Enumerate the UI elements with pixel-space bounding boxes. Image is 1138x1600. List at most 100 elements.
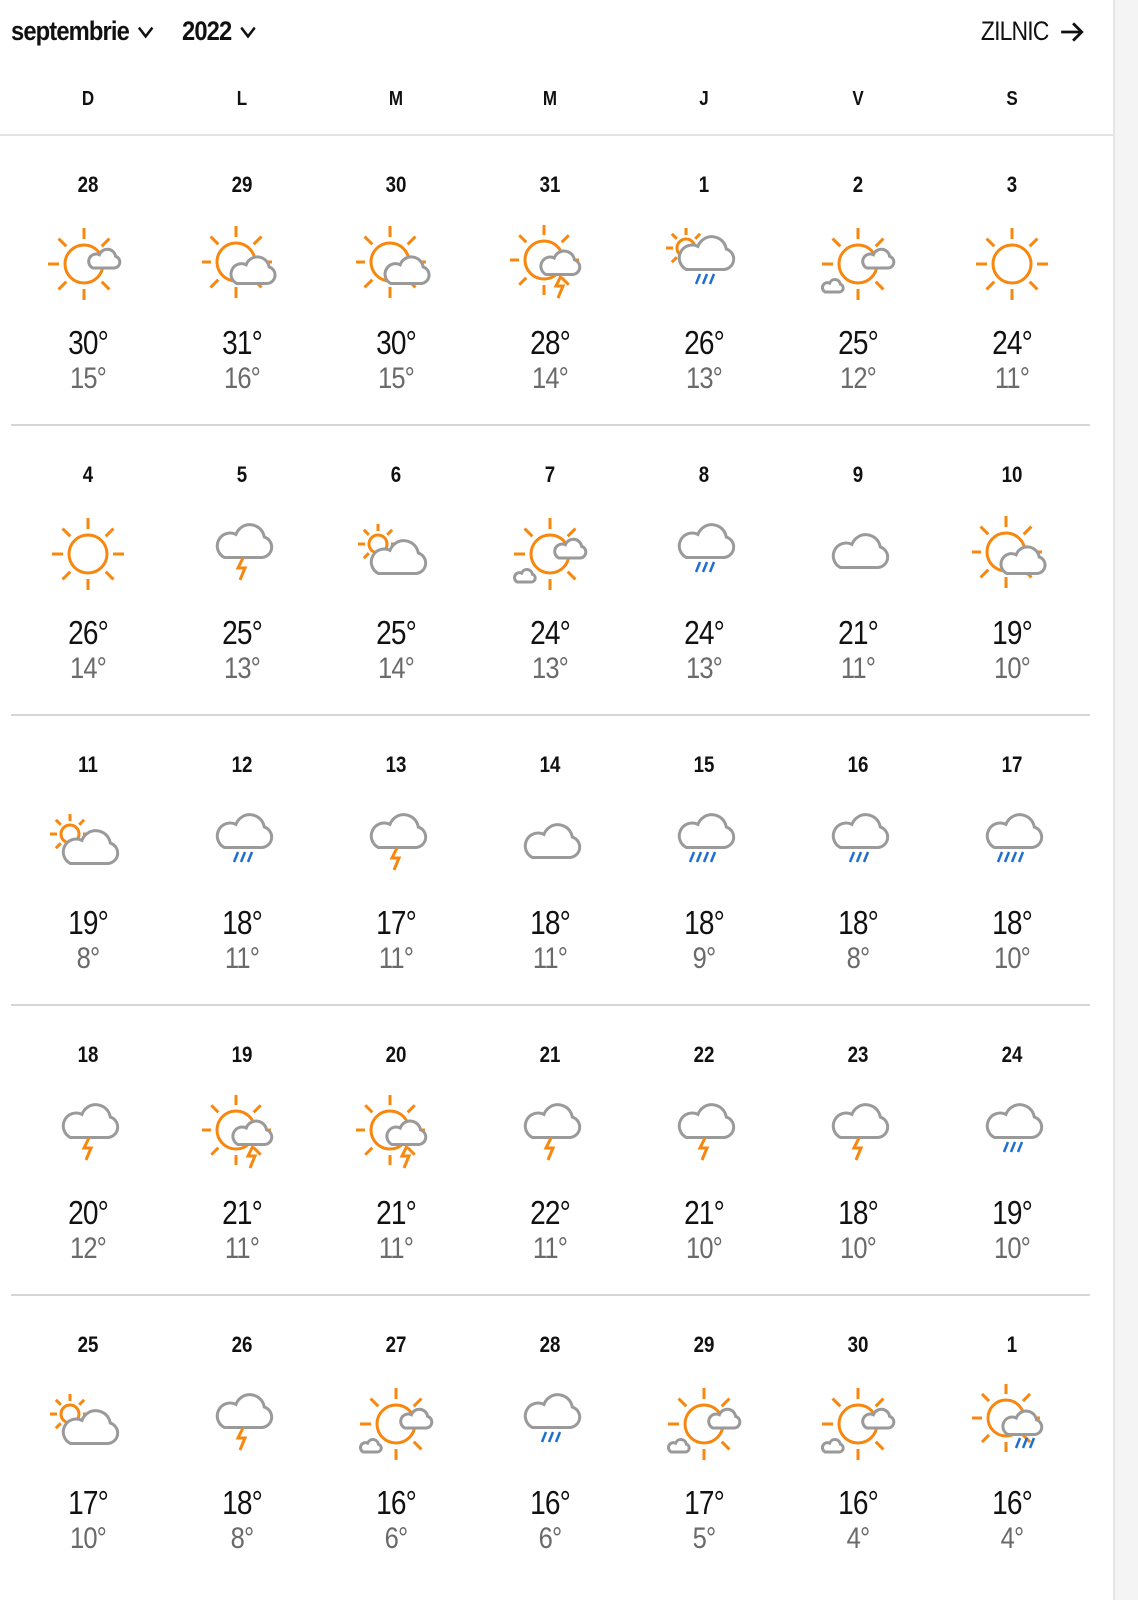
chevron-down-icon bbox=[138, 26, 154, 38]
day-cell[interactable]: 24 19° 10° bbox=[935, 1006, 1089, 1294]
weekday-label: S bbox=[1006, 88, 1018, 110]
day-cell[interactable]: 31 28° 14° bbox=[473, 136, 627, 424]
high-temp: 25° bbox=[376, 614, 417, 651]
panel-border bbox=[1113, 0, 1115, 1600]
day-cell[interactable]: 29 17° 5° bbox=[627, 1296, 781, 1584]
day-number: 2 bbox=[852, 172, 864, 197]
day-number: 1 bbox=[698, 172, 710, 197]
day-cell[interactable]: 23 18° 10° bbox=[781, 1006, 935, 1294]
high-temp: 25° bbox=[838, 324, 879, 361]
day-cell[interactable]: 1 26° 13° bbox=[627, 136, 781, 424]
cloud-thunder-icon bbox=[664, 1094, 744, 1174]
low-temp: 16° bbox=[223, 362, 261, 395]
day-number: 12 bbox=[231, 752, 253, 777]
daily-view-link[interactable]: ZILNIC bbox=[969, 16, 1085, 47]
high-temp: 18° bbox=[222, 904, 263, 941]
high-temp: 17° bbox=[684, 1484, 725, 1521]
day-cell[interactable]: 3 24° 11° bbox=[935, 136, 1089, 424]
day-number: 25 bbox=[77, 1332, 99, 1357]
day-cell[interactable]: 20 21° 11° bbox=[319, 1006, 473, 1294]
day-cell[interactable]: 18 20° 12° bbox=[11, 1006, 165, 1294]
sun-two-clouds-icon bbox=[818, 224, 898, 304]
day-cell[interactable]: 25 17° 10° bbox=[11, 1296, 165, 1584]
high-temp: 18° bbox=[838, 1194, 879, 1231]
day-cell[interactable]: 22 21° 10° bbox=[627, 1006, 781, 1294]
day-number: 8 bbox=[698, 462, 710, 487]
day-cell[interactable]: 7 24° 13° bbox=[473, 426, 627, 714]
low-temp: 13° bbox=[685, 362, 723, 395]
day-cell[interactable]: 16 18° 8° bbox=[781, 716, 935, 1004]
low-temp: 10° bbox=[993, 652, 1031, 685]
day-cell[interactable]: 15 18° 9° bbox=[627, 716, 781, 1004]
scrollbar[interactable] bbox=[1115, 0, 1138, 1600]
day-cell[interactable]: 29 31° 16° bbox=[165, 136, 319, 424]
low-temp: 14° bbox=[377, 652, 415, 685]
sun-cloud-thunder-icon bbox=[355, 1094, 436, 1174]
day-number: 22 bbox=[693, 1042, 715, 1067]
low-temp: 15° bbox=[377, 362, 415, 395]
day-cell[interactable]: 28 16° 6° bbox=[473, 1296, 627, 1584]
day-cell[interactable]: 17 18° 10° bbox=[935, 716, 1089, 1004]
year-label: 2022 bbox=[182, 16, 232, 46]
high-temp: 30° bbox=[68, 324, 109, 361]
year-select[interactable]: 2022 bbox=[182, 16, 258, 47]
day-cell[interactable]: 21 22° 11° bbox=[473, 1006, 627, 1294]
low-temp: 8° bbox=[230, 1522, 255, 1555]
low-temp: 6° bbox=[538, 1522, 563, 1555]
day-cell[interactable]: 12 18° 11° bbox=[165, 716, 319, 1004]
high-temp: 16° bbox=[376, 1484, 417, 1521]
sun-two-clouds-icon bbox=[818, 1384, 898, 1464]
high-temp: 20° bbox=[68, 1194, 109, 1231]
sun-small-cloud-icon bbox=[48, 224, 128, 304]
week-row: 11 19° 8° 12 18° 11° 13 17° 11° 14 18° 11° 1… bbox=[11, 716, 1090, 1006]
calendar-toolbar: septembrie 2022 ZILNIC bbox=[0, 0, 1113, 70]
cloud-rain-icon bbox=[818, 804, 898, 884]
sun-cloud-icon bbox=[970, 514, 1052, 594]
day-cell[interactable]: 14 18° 11° bbox=[473, 716, 627, 1004]
day-cell[interactable]: 8 24° 13° bbox=[627, 426, 781, 714]
cloud-sun-rain-icon bbox=[664, 224, 744, 304]
cloud-thunder-icon bbox=[202, 1384, 282, 1464]
day-cell[interactable]: 2 25° 12° bbox=[781, 136, 935, 424]
month-label: septembrie bbox=[11, 16, 130, 46]
day-cell[interactable]: 30 16° 4° bbox=[781, 1296, 935, 1584]
day-cell[interactable]: 5 25° 13° bbox=[165, 426, 319, 714]
header-divider bbox=[0, 134, 1113, 136]
low-temp: 11° bbox=[532, 942, 568, 975]
week-row: 4 26° 14° 5 25° 13° 6 25° 14° 7 24° 13° 8 24… bbox=[11, 426, 1090, 716]
low-temp: 10° bbox=[993, 942, 1031, 975]
low-temp: 10° bbox=[685, 1232, 723, 1265]
day-number: 7 bbox=[544, 462, 556, 487]
sun-icon bbox=[972, 224, 1052, 304]
cloud-thunder-icon bbox=[510, 1094, 590, 1174]
month-select[interactable]: septembrie bbox=[11, 16, 155, 47]
low-temp: 11° bbox=[224, 1232, 260, 1265]
day-cell[interactable]: 4 26° 14° bbox=[11, 426, 165, 714]
day-cell[interactable]: 1 16° 4° bbox=[935, 1296, 1089, 1584]
cloud-thunder-icon bbox=[202, 514, 282, 594]
day-cell[interactable]: 10 19° 10° bbox=[935, 426, 1089, 714]
day-cell[interactable]: 11 19° 8° bbox=[11, 716, 165, 1004]
high-temp: 21° bbox=[376, 1194, 417, 1231]
day-number: 26 bbox=[231, 1332, 253, 1357]
day-cell[interactable]: 26 18° 8° bbox=[165, 1296, 319, 1584]
high-temp: 18° bbox=[992, 904, 1033, 941]
day-cell[interactable]: 9 21° 11° bbox=[781, 426, 935, 714]
day-cell[interactable]: 19 21° 11° bbox=[165, 1006, 319, 1294]
day-number: 28 bbox=[77, 172, 99, 197]
week-row: 18 20° 12° 19 21° 11° 20 21° 11° 21 22° 11°… bbox=[11, 1006, 1090, 1296]
day-cell[interactable]: 13 17° 11° bbox=[319, 716, 473, 1004]
day-number: 30 bbox=[385, 172, 407, 197]
day-cell[interactable]: 27 16° 6° bbox=[319, 1296, 473, 1584]
low-temp: 11° bbox=[840, 652, 876, 685]
cloud-small-sun-icon bbox=[356, 514, 436, 594]
cloud-rain-icon bbox=[202, 804, 282, 884]
high-temp: 16° bbox=[530, 1484, 571, 1521]
day-cell[interactable]: 28 30° 15° bbox=[11, 136, 165, 424]
day-cell[interactable]: 6 25° 14° bbox=[319, 426, 473, 714]
low-temp: 14° bbox=[531, 362, 569, 395]
day-cell[interactable]: 30 30° 15° bbox=[319, 136, 473, 424]
low-temp: 4° bbox=[1000, 1522, 1025, 1555]
high-temp: 30° bbox=[376, 324, 417, 361]
day-number: 30 bbox=[847, 1332, 869, 1357]
